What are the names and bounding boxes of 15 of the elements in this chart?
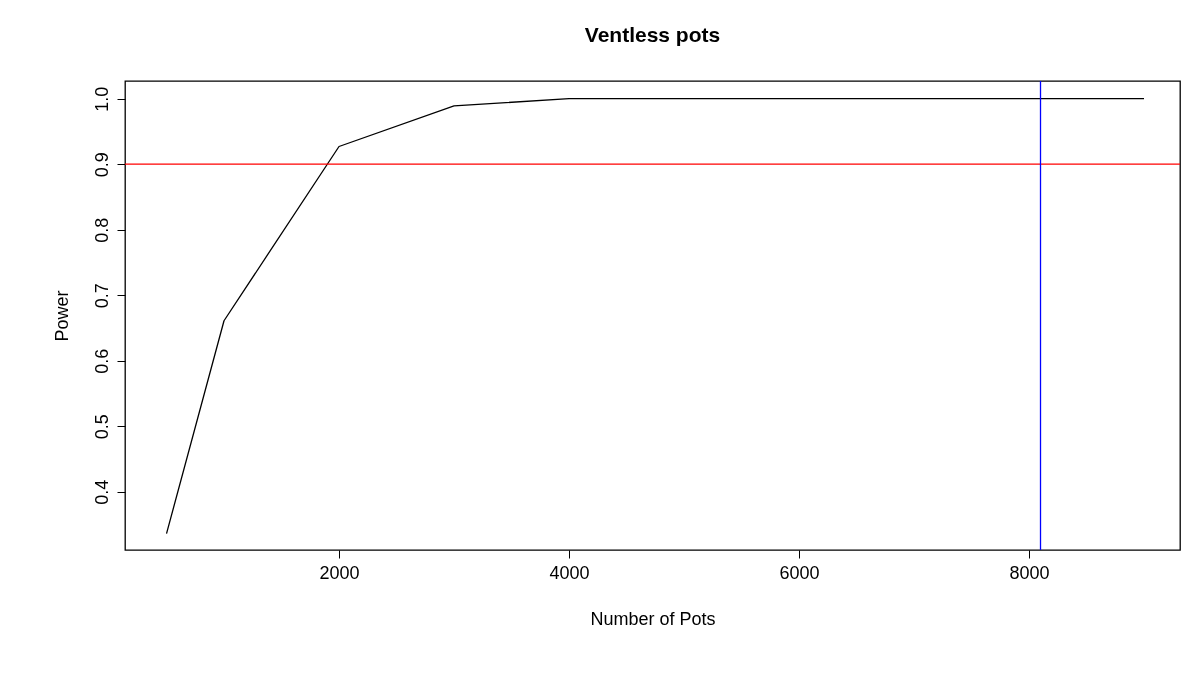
y-tick-label: 0.4 — [91, 479, 112, 505]
x-axis-title: Number of Pots — [590, 608, 716, 629]
y-tick-label: 0.9 — [91, 152, 112, 178]
y-tick-label: 0.8 — [91, 217, 112, 243]
y-tick-label: 0.6 — [91, 348, 112, 374]
chart-title: Ventless pots — [584, 23, 721, 47]
y-tick-label: 1.0 — [91, 86, 112, 112]
line-series — [165, 98, 1145, 535]
y-tick-label: 0.7 — [91, 283, 112, 309]
y-tick-label: 0.5 — [91, 414, 112, 440]
x-tick-label: 2000 — [319, 562, 360, 583]
x-tick-label: 8000 — [1009, 562, 1050, 583]
y-axis-title: Power — [51, 290, 72, 342]
x-tick-label: 6000 — [779, 562, 820, 583]
x-tick-label: 4000 — [549, 562, 590, 583]
